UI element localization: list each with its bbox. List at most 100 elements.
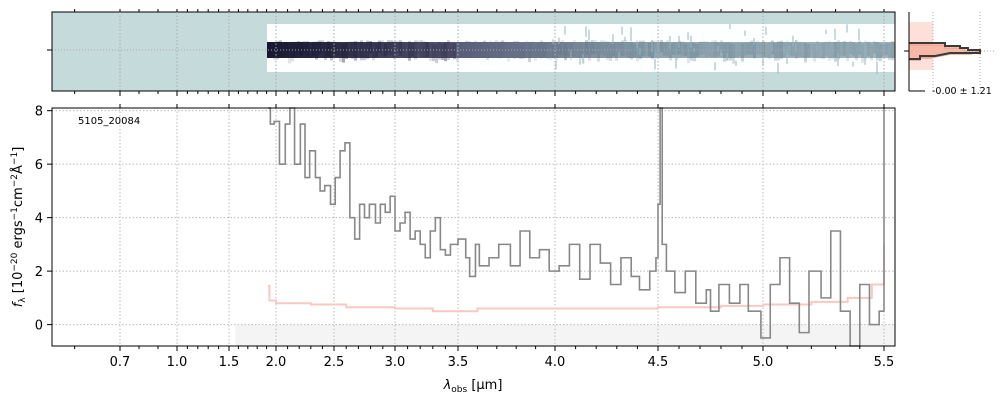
x-tick-label: 2.0 (266, 355, 287, 370)
spectrum-2d-column (453, 43, 456, 60)
spectrum-2d-column (462, 42, 465, 56)
y-tick-label: 4 (35, 212, 43, 227)
spectrum-2d-column (831, 41, 834, 60)
spectrum-2d-column (312, 41, 315, 56)
spectrum-2d-column (300, 41, 303, 56)
spectrum-2d-noise (630, 27, 632, 42)
spectrum-2d-column (570, 42, 573, 57)
spectrum-2d-column (333, 41, 336, 56)
spectrum-2d-column (675, 42, 678, 61)
spectrum-2d-column (285, 41, 288, 56)
spectrum-2d-column (885, 42, 888, 56)
main-plot: 0.7 1.0 1.5 2.0 2.5 3.0 3.5 4.0 4.5 5.0 5.5 0 2 4 6 8 5… (10, 104, 896, 395)
spectrum-2d-noise (624, 36, 626, 42)
spectrum-2d-column (870, 43, 873, 61)
x-tick-label: 3.0 (385, 355, 406, 370)
spectrum-2d-column (324, 42, 327, 60)
spectrum-2d-noise (621, 26, 623, 35)
spectrum-2d-column (807, 43, 810, 58)
spectrum-2d-column (429, 43, 432, 61)
spectrum-2d-column (759, 42, 762, 55)
spectrum-2d-column (528, 42, 531, 63)
spectrum-2d-noise (582, 54, 584, 64)
x-tick-label: 5.0 (753, 355, 774, 370)
spectrum-2d-noise (690, 35, 692, 48)
spectrum-2d-column (624, 40, 627, 56)
spectrum-2d-column (693, 43, 696, 62)
spectrum-2d-noise (837, 52, 839, 67)
spectrum-2d-column (282, 42, 285, 56)
spectrum-2d-column (288, 43, 291, 64)
spectrum-2d-column (687, 43, 690, 64)
spectrum-2d-column (876, 41, 879, 61)
spectrum-2d-noise (564, 26, 566, 35)
spectrum-2d-column (618, 41, 621, 56)
spectrum-2d-column (369, 41, 372, 54)
spectrum-2d-noise (834, 28, 836, 40)
spectrum-2d-column (594, 40, 597, 55)
spectrum-2d-column (762, 41, 765, 57)
spectrum-2d-column (621, 40, 624, 57)
spectrum-2d-noise (579, 58, 581, 65)
spectrum-2d-column (378, 40, 381, 53)
spectrum-2d-column (657, 40, 660, 54)
spectrum-2d-column (786, 40, 789, 55)
spectrum-2d-column (273, 43, 276, 61)
spectrum-2d-column (732, 43, 735, 64)
spectrum-2d-column (390, 40, 393, 56)
spectrum-2d-column (549, 41, 552, 61)
spectrum-2d-column (774, 43, 777, 61)
spectrum-2d-column (561, 40, 564, 56)
spectrum-2d-noise (777, 62, 779, 74)
spectrum-2d-noise (795, 40, 797, 53)
spectrum-2d-noise (726, 52, 728, 61)
spectrum-2d-column (891, 40, 894, 61)
spectrum-2d-column (267, 42, 270, 56)
histogram-steps (909, 42, 981, 60)
spectrum-2d-column (849, 40, 852, 55)
spectrum-2d-column (708, 42, 711, 57)
spectrum-2d-noise (744, 30, 746, 36)
spectrum-2d-column (840, 42, 843, 56)
spectrum-2d-column (540, 40, 543, 59)
spectrum-2d-column (522, 43, 525, 59)
spectrum-2d-column (636, 43, 639, 62)
spectrum-2d-column (387, 40, 390, 55)
spectrum-2d-column (756, 40, 759, 54)
spectrum-2d-column (630, 41, 633, 60)
spectrum-2d-column (828, 41, 831, 61)
spectrum-2d-column (486, 43, 489, 61)
spectrum-2d-column (396, 40, 399, 53)
spectrum-2d-column (588, 41, 591, 61)
spectrum-2d-column (723, 42, 726, 62)
y-axis-label: fλ [10−20 ergs−1cm−2Å−1] (10, 147, 28, 308)
spectrum-2d-column (729, 42, 732, 61)
spectrum-2d-column (648, 42, 651, 57)
spectrum-2d-noise (585, 26, 587, 37)
spectrum-2d-column (465, 40, 468, 55)
spectrum-2d-noise (717, 45, 719, 52)
spectrum-2d-column (768, 42, 771, 60)
spectrum-2d-column (663, 42, 666, 56)
spectrum-2d-column (315, 41, 318, 60)
x-tick-label: 2.5 (324, 355, 345, 370)
spectrum-2d-column (858, 40, 861, 55)
y-tick-label: 0 (35, 319, 43, 334)
object-id-annotation: 5105_20084 (78, 116, 140, 127)
spectrum-2d-column (810, 43, 813, 56)
spectrum-2d-column (444, 42, 447, 62)
spectrum-2d-noise (687, 32, 689, 40)
spectrum-2d-column (420, 40, 423, 57)
spectrum-2d-noise (639, 47, 641, 56)
spectrum-2d-column (504, 41, 507, 54)
spectrum-2d-column (834, 41, 837, 62)
spectrum-2d-column (819, 43, 822, 60)
spectrum-2d-column (336, 42, 339, 57)
spectrum-2d-column (558, 41, 561, 55)
x-tick-label: 1.5 (219, 355, 240, 370)
spectrum-2d-column (615, 41, 618, 61)
spectrum-2d-column (381, 40, 384, 57)
spectrum-2d-column (603, 40, 606, 56)
spectrum-2d-column (474, 40, 477, 58)
spectrum-2d-column (432, 43, 435, 62)
